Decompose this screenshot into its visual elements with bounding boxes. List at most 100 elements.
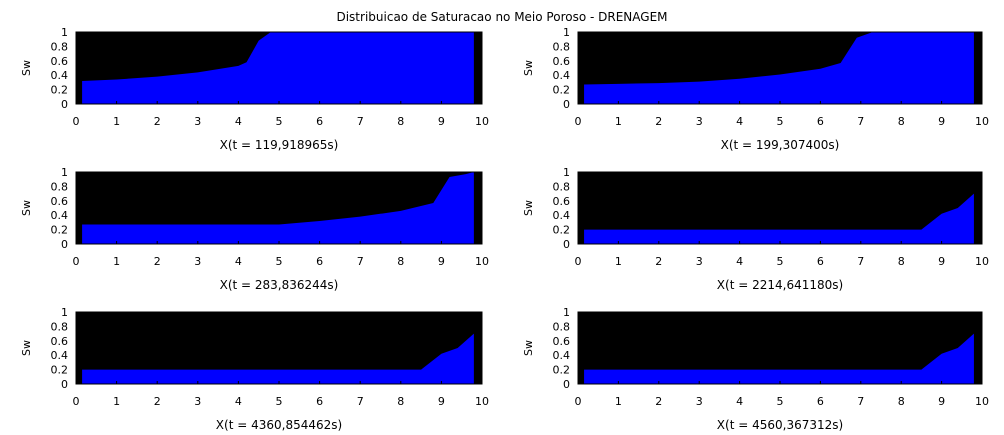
x-tick-label: 0: [575, 115, 582, 128]
x-tick-label: 3: [696, 395, 703, 408]
y-axis-label: Sw: [20, 340, 33, 356]
y-tick-label: 0.6: [51, 335, 69, 348]
x-tick-label: 4: [235, 115, 242, 128]
x-axis-label: X(t = 2214,641180s): [717, 278, 843, 292]
x-tick-label: 6: [817, 395, 824, 408]
x-tick-label: 5: [276, 395, 283, 408]
y-tick-label: 0: [61, 98, 68, 111]
saturation-area: [584, 333, 974, 384]
y-tick-label: 1: [61, 306, 68, 319]
saturation-area: [82, 32, 474, 104]
y-axis-label: Sw: [522, 340, 535, 356]
y-tick-label: 1: [563, 26, 570, 39]
x-tick-label: 9: [438, 395, 445, 408]
y-axis-label: Sw: [20, 60, 33, 76]
x-tick-label: 7: [357, 255, 364, 268]
x-axis-label: X(t = 199,307400s): [721, 138, 840, 152]
x-tick-label: 3: [194, 395, 201, 408]
x-tick-label: 0: [575, 255, 582, 268]
x-tick-label: 7: [857, 395, 864, 408]
x-tick-label: 5: [777, 255, 784, 268]
y-tick-label: 0.6: [553, 55, 571, 68]
x-tick-label: 0: [73, 115, 80, 128]
x-tick-label: 7: [357, 395, 364, 408]
x-tick-label: 3: [696, 255, 703, 268]
x-tick-label: 2: [154, 395, 161, 408]
x-tick-label: 10: [475, 255, 489, 268]
y-tick-label: 0: [563, 98, 570, 111]
x-tick-label: 5: [276, 115, 283, 128]
saturation-area: [82, 333, 474, 384]
x-tick-label: 0: [575, 395, 582, 408]
x-tick-label: 0: [73, 255, 80, 268]
x-tick-label: 4: [736, 255, 743, 268]
x-tick-label: 6: [817, 255, 824, 268]
x-tick-label: 2: [655, 395, 662, 408]
x-tick-label: 3: [194, 115, 201, 128]
x-tick-label: 2: [154, 255, 161, 268]
y-tick-label: 0.4: [553, 69, 571, 82]
x-tick-label: 2: [655, 115, 662, 128]
x-tick-label: 1: [615, 115, 622, 128]
y-tick-label: 0: [563, 378, 570, 391]
y-tick-label: 0.4: [553, 349, 571, 362]
x-tick-label: 3: [194, 255, 201, 268]
y-tick-label: 0.4: [51, 349, 69, 362]
x-tick-label: 4: [235, 395, 242, 408]
x-tick-label: 5: [276, 255, 283, 268]
x-axis-label: X(t = 283,836244s): [220, 278, 339, 292]
x-tick-label: 9: [938, 255, 945, 268]
y-tick-label: 0.8: [553, 320, 571, 333]
y-tick-label: 0.4: [51, 69, 69, 82]
x-tick-label: 8: [397, 115, 404, 128]
x-tick-label: 7: [857, 115, 864, 128]
y-tick-label: 0.8: [553, 40, 571, 53]
y-tick-label: 0.6: [51, 195, 69, 208]
x-tick-label: 8: [397, 255, 404, 268]
x-tick-label: 10: [975, 115, 989, 128]
figure-title: Distribuicao de Saturacao no Meio Poroso…: [336, 10, 667, 24]
x-tick-label: 7: [357, 115, 364, 128]
x-axis-label: X(t = 4360,854462s): [216, 418, 342, 432]
y-tick-label: 0.2: [553, 364, 571, 377]
y-tick-label: 0.2: [51, 224, 69, 237]
x-tick-label: 6: [817, 115, 824, 128]
y-tick-label: 0.8: [51, 320, 69, 333]
x-tick-label: 2: [154, 115, 161, 128]
x-tick-label: 5: [777, 115, 784, 128]
x-tick-label: 5: [777, 395, 784, 408]
y-tick-label: 0.2: [51, 364, 69, 377]
x-tick-label: 9: [938, 395, 945, 408]
y-tick-label: 1: [61, 26, 68, 39]
y-tick-label: 0.8: [51, 180, 69, 193]
y-tick-label: 0.6: [51, 55, 69, 68]
y-tick-label: 1: [563, 166, 570, 179]
x-tick-label: 6: [316, 395, 323, 408]
y-tick-label: 0: [61, 378, 68, 391]
y-axis-label: Sw: [20, 200, 33, 216]
y-tick-label: 0.2: [51, 84, 69, 97]
y-tick-label: 0.2: [553, 224, 571, 237]
x-tick-label: 8: [898, 395, 905, 408]
x-tick-label: 4: [736, 115, 743, 128]
y-tick-label: 0.8: [553, 180, 571, 193]
x-tick-label: 4: [235, 255, 242, 268]
x-tick-label: 3: [696, 115, 703, 128]
x-tick-label: 8: [898, 115, 905, 128]
x-tick-label: 1: [113, 395, 120, 408]
y-tick-label: 0.2: [553, 84, 571, 97]
saturation-area: [584, 32, 974, 104]
x-tick-label: 8: [397, 395, 404, 408]
y-tick-label: 0: [61, 238, 68, 251]
x-axis-label: X(t = 4560,367312s): [717, 418, 843, 432]
x-tick-label: 9: [938, 115, 945, 128]
y-tick-label: 1: [563, 306, 570, 319]
y-tick-label: 0.4: [553, 209, 571, 222]
saturation-area: [584, 193, 974, 244]
